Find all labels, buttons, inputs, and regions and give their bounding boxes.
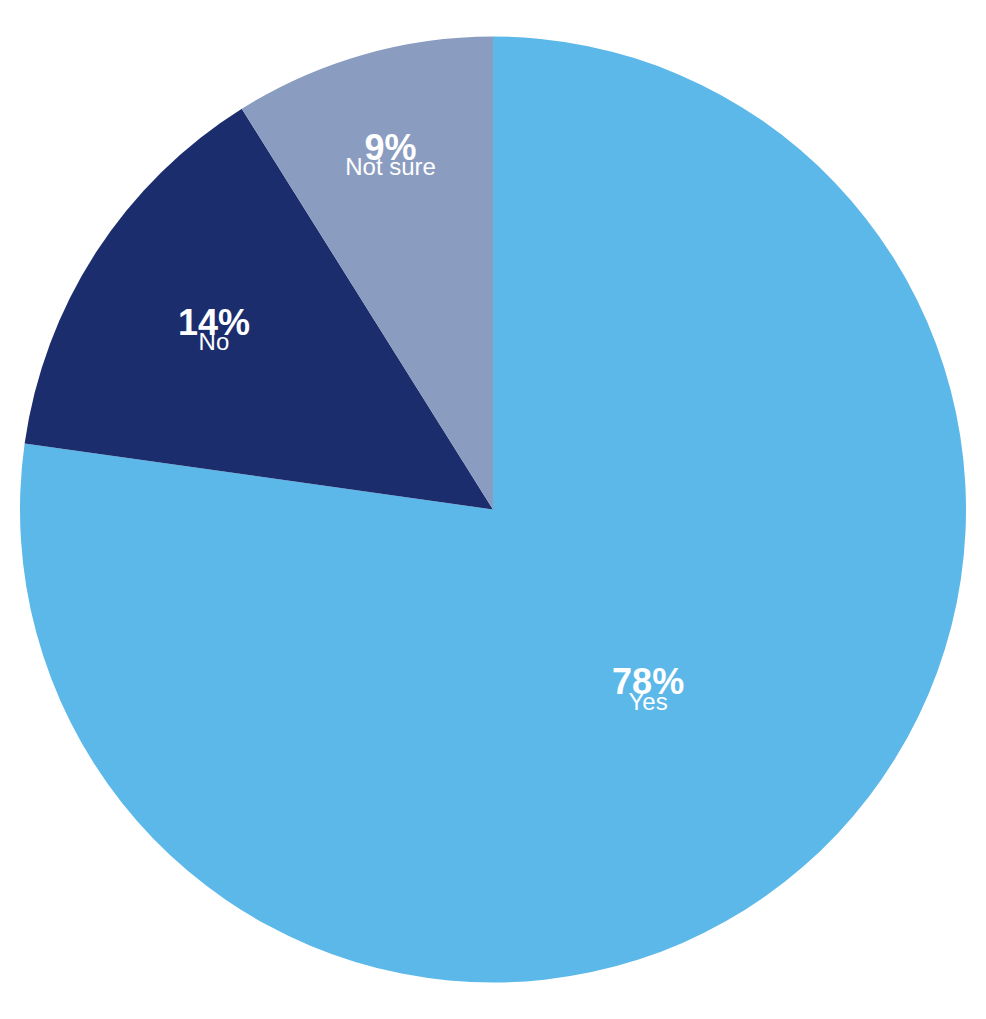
svg-text:78%Yes: 78%Yes: [612, 661, 684, 715]
svg-text:14%No: 14%No: [178, 302, 250, 356]
svg-text:9%Not sure: 9%Not sure: [345, 127, 436, 181]
